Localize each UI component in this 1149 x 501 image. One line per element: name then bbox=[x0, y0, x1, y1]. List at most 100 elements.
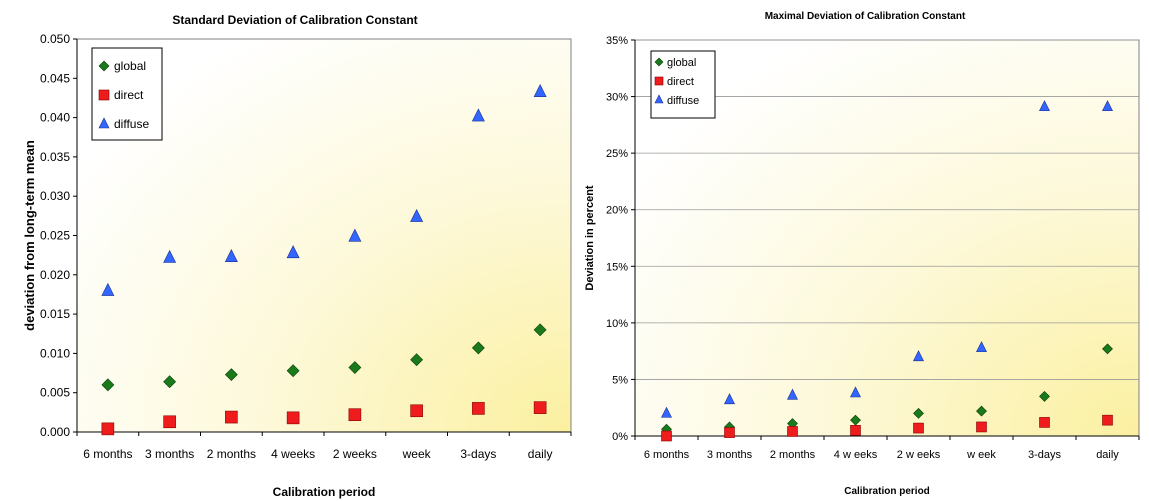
series-diffuse bbox=[661, 100, 1113, 418]
y-tick-label: 0.000 bbox=[40, 425, 70, 439]
y-tick-label: 0.050 bbox=[40, 32, 70, 46]
point-direct bbox=[1102, 414, 1113, 426]
point-global bbox=[1039, 390, 1050, 402]
legend-marker-direct bbox=[654, 76, 664, 86]
y-tick-label: 0.015 bbox=[40, 307, 70, 321]
point-global bbox=[348, 361, 362, 374]
point-global bbox=[286, 364, 300, 378]
legend-label-diffuse: diffuse bbox=[667, 95, 699, 107]
point-diffuse bbox=[224, 249, 238, 263]
y-tick-label: 5% bbox=[612, 374, 628, 386]
point-direct bbox=[850, 425, 861, 436]
x-tick-label: 2 w eeks bbox=[897, 449, 941, 461]
point-global bbox=[163, 375, 177, 389]
point-direct bbox=[472, 402, 485, 415]
point-direct bbox=[286, 411, 300, 425]
series-global bbox=[661, 343, 1113, 435]
x-axis-title: Calibration period bbox=[273, 485, 376, 499]
x-tick-label: 6 months bbox=[644, 449, 690, 461]
point-diffuse bbox=[101, 282, 115, 296]
point-diffuse bbox=[976, 341, 987, 353]
y-tick-label: 0.025 bbox=[40, 229, 70, 243]
point-direct bbox=[101, 422, 115, 436]
point-diffuse bbox=[850, 386, 861, 398]
legend-label-direct: direct bbox=[114, 88, 144, 102]
legend-label-global: global bbox=[667, 57, 696, 69]
x-tick-label: daily bbox=[1096, 449, 1119, 461]
legend-marker-diffuse bbox=[98, 117, 110, 129]
point-global bbox=[101, 378, 115, 392]
series-global bbox=[101, 323, 547, 392]
point-diffuse bbox=[471, 108, 485, 122]
x-tick-label: w eek bbox=[966, 449, 996, 461]
point-diffuse bbox=[533, 83, 547, 97]
point-diffuse bbox=[286, 245, 300, 259]
y-tick-label: 0.010 bbox=[40, 346, 70, 360]
x-tick-label: 3-days bbox=[460, 447, 496, 461]
x-tick-label: 2 weeks bbox=[333, 447, 377, 461]
point-direct bbox=[787, 426, 798, 437]
point-diffuse bbox=[1102, 100, 1113, 112]
point-direct bbox=[348, 408, 362, 422]
point-global bbox=[224, 368, 238, 382]
y-tick-label: 0.005 bbox=[40, 386, 70, 400]
point-direct bbox=[163, 415, 176, 429]
point-diffuse bbox=[1039, 100, 1050, 112]
legend: global direct diffuse bbox=[91, 47, 163, 141]
y-tick-label: 10% bbox=[606, 318, 628, 330]
legend-marker-global bbox=[654, 57, 664, 67]
point-global bbox=[1102, 343, 1113, 355]
point-diffuse bbox=[348, 228, 362, 242]
x-tick-label: daily bbox=[528, 447, 553, 461]
point-global bbox=[913, 407, 924, 419]
x-tick-label: 2 months bbox=[207, 447, 256, 461]
point-diffuse bbox=[410, 208, 424, 222]
point-direct bbox=[225, 410, 238, 424]
y-tick-label: 35% bbox=[606, 35, 628, 47]
legend-marker-diffuse bbox=[654, 94, 664, 104]
x-tick-label: 2 months bbox=[770, 449, 816, 461]
point-global bbox=[471, 341, 485, 355]
point-direct bbox=[661, 430, 672, 442]
y-tick-label: 30% bbox=[606, 92, 628, 104]
series-direct bbox=[101, 401, 547, 436]
x-tick-label: 6 months bbox=[83, 447, 132, 461]
y-tick-label: 0.045 bbox=[40, 71, 70, 85]
y-tick-label: 0.030 bbox=[40, 189, 70, 203]
point-global bbox=[410, 353, 424, 367]
point-direct bbox=[913, 422, 924, 434]
point-global bbox=[976, 405, 987, 417]
x-tick-label: 3 months bbox=[145, 447, 194, 461]
x-tick-label: 3 months bbox=[707, 449, 753, 461]
point-global bbox=[533, 323, 547, 337]
point-diffuse bbox=[661, 406, 672, 418]
y-tick-label: 0.020 bbox=[40, 268, 70, 282]
point-direct bbox=[724, 427, 735, 438]
y-tick-label: 25% bbox=[606, 148, 628, 160]
chart-title: Standard Deviation of Calibration Consta… bbox=[172, 13, 417, 27]
point-direct bbox=[533, 401, 547, 414]
point-direct bbox=[976, 421, 987, 433]
point-diffuse bbox=[163, 249, 177, 263]
x-tick-label: 4 weeks bbox=[271, 447, 315, 461]
x-axis-title: Calibration period bbox=[844, 486, 930, 497]
x-tick-label: 3-days bbox=[1028, 449, 1062, 461]
series-direct bbox=[661, 414, 1113, 442]
legend: global direct diffuse bbox=[650, 50, 716, 119]
y-tick-label: 20% bbox=[606, 205, 628, 217]
legend-label-diffuse: diffuse bbox=[114, 117, 149, 131]
legend-label-global: global bbox=[114, 59, 146, 73]
legend-marker-direct bbox=[98, 89, 110, 101]
chart-title: Maximal Deviation of Calibration Constan… bbox=[765, 11, 966, 22]
y-axis-title: Deviation in percent bbox=[584, 185, 596, 290]
point-diffuse bbox=[724, 393, 735, 405]
x-tick-label: week bbox=[402, 447, 432, 461]
chart-maximal-deviation: 0% 5% 10% 15% 20% 25% 30% 35% 6 months 3 months 2 … bbox=[584, 11, 1140, 497]
legend-label-direct: direct bbox=[667, 76, 694, 88]
series-diffuse bbox=[101, 83, 547, 296]
legend-marker-global bbox=[98, 60, 110, 72]
plot-area bbox=[634, 39, 1140, 437]
point-diffuse bbox=[913, 350, 924, 362]
x-tick-label: 4 w eeks bbox=[834, 449, 878, 461]
y-tick-label: 15% bbox=[606, 261, 628, 273]
